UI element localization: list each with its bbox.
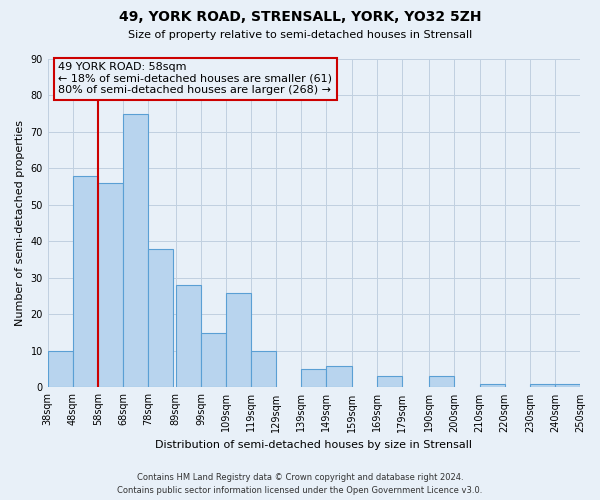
- Y-axis label: Number of semi-detached properties: Number of semi-detached properties: [15, 120, 25, 326]
- Text: 49, YORK ROAD, STRENSALL, YORK, YO32 5ZH: 49, YORK ROAD, STRENSALL, YORK, YO32 5ZH: [119, 10, 481, 24]
- Bar: [176, 286, 201, 388]
- Bar: [326, 366, 352, 388]
- Text: Contains HM Land Registry data © Crown copyright and database right 2024.
Contai: Contains HM Land Registry data © Crown c…: [118, 474, 482, 495]
- Bar: [48, 351, 73, 388]
- Bar: [251, 351, 276, 388]
- Bar: [98, 183, 123, 388]
- X-axis label: Distribution of semi-detached houses by size in Strensall: Distribution of semi-detached houses by …: [155, 440, 472, 450]
- Bar: [377, 376, 402, 388]
- Bar: [301, 369, 326, 388]
- Bar: [479, 384, 505, 388]
- Bar: [148, 249, 173, 388]
- Text: Size of property relative to semi-detached houses in Strensall: Size of property relative to semi-detach…: [128, 30, 472, 40]
- Bar: [201, 332, 226, 388]
- Bar: [123, 114, 148, 388]
- Text: 49 YORK ROAD: 58sqm
← 18% of semi-detached houses are smaller (61)
80% of semi-d: 49 YORK ROAD: 58sqm ← 18% of semi-detach…: [58, 62, 332, 96]
- Bar: [530, 384, 555, 388]
- Bar: [555, 384, 580, 388]
- Bar: [226, 292, 251, 388]
- Bar: [73, 176, 98, 388]
- Bar: [430, 376, 454, 388]
